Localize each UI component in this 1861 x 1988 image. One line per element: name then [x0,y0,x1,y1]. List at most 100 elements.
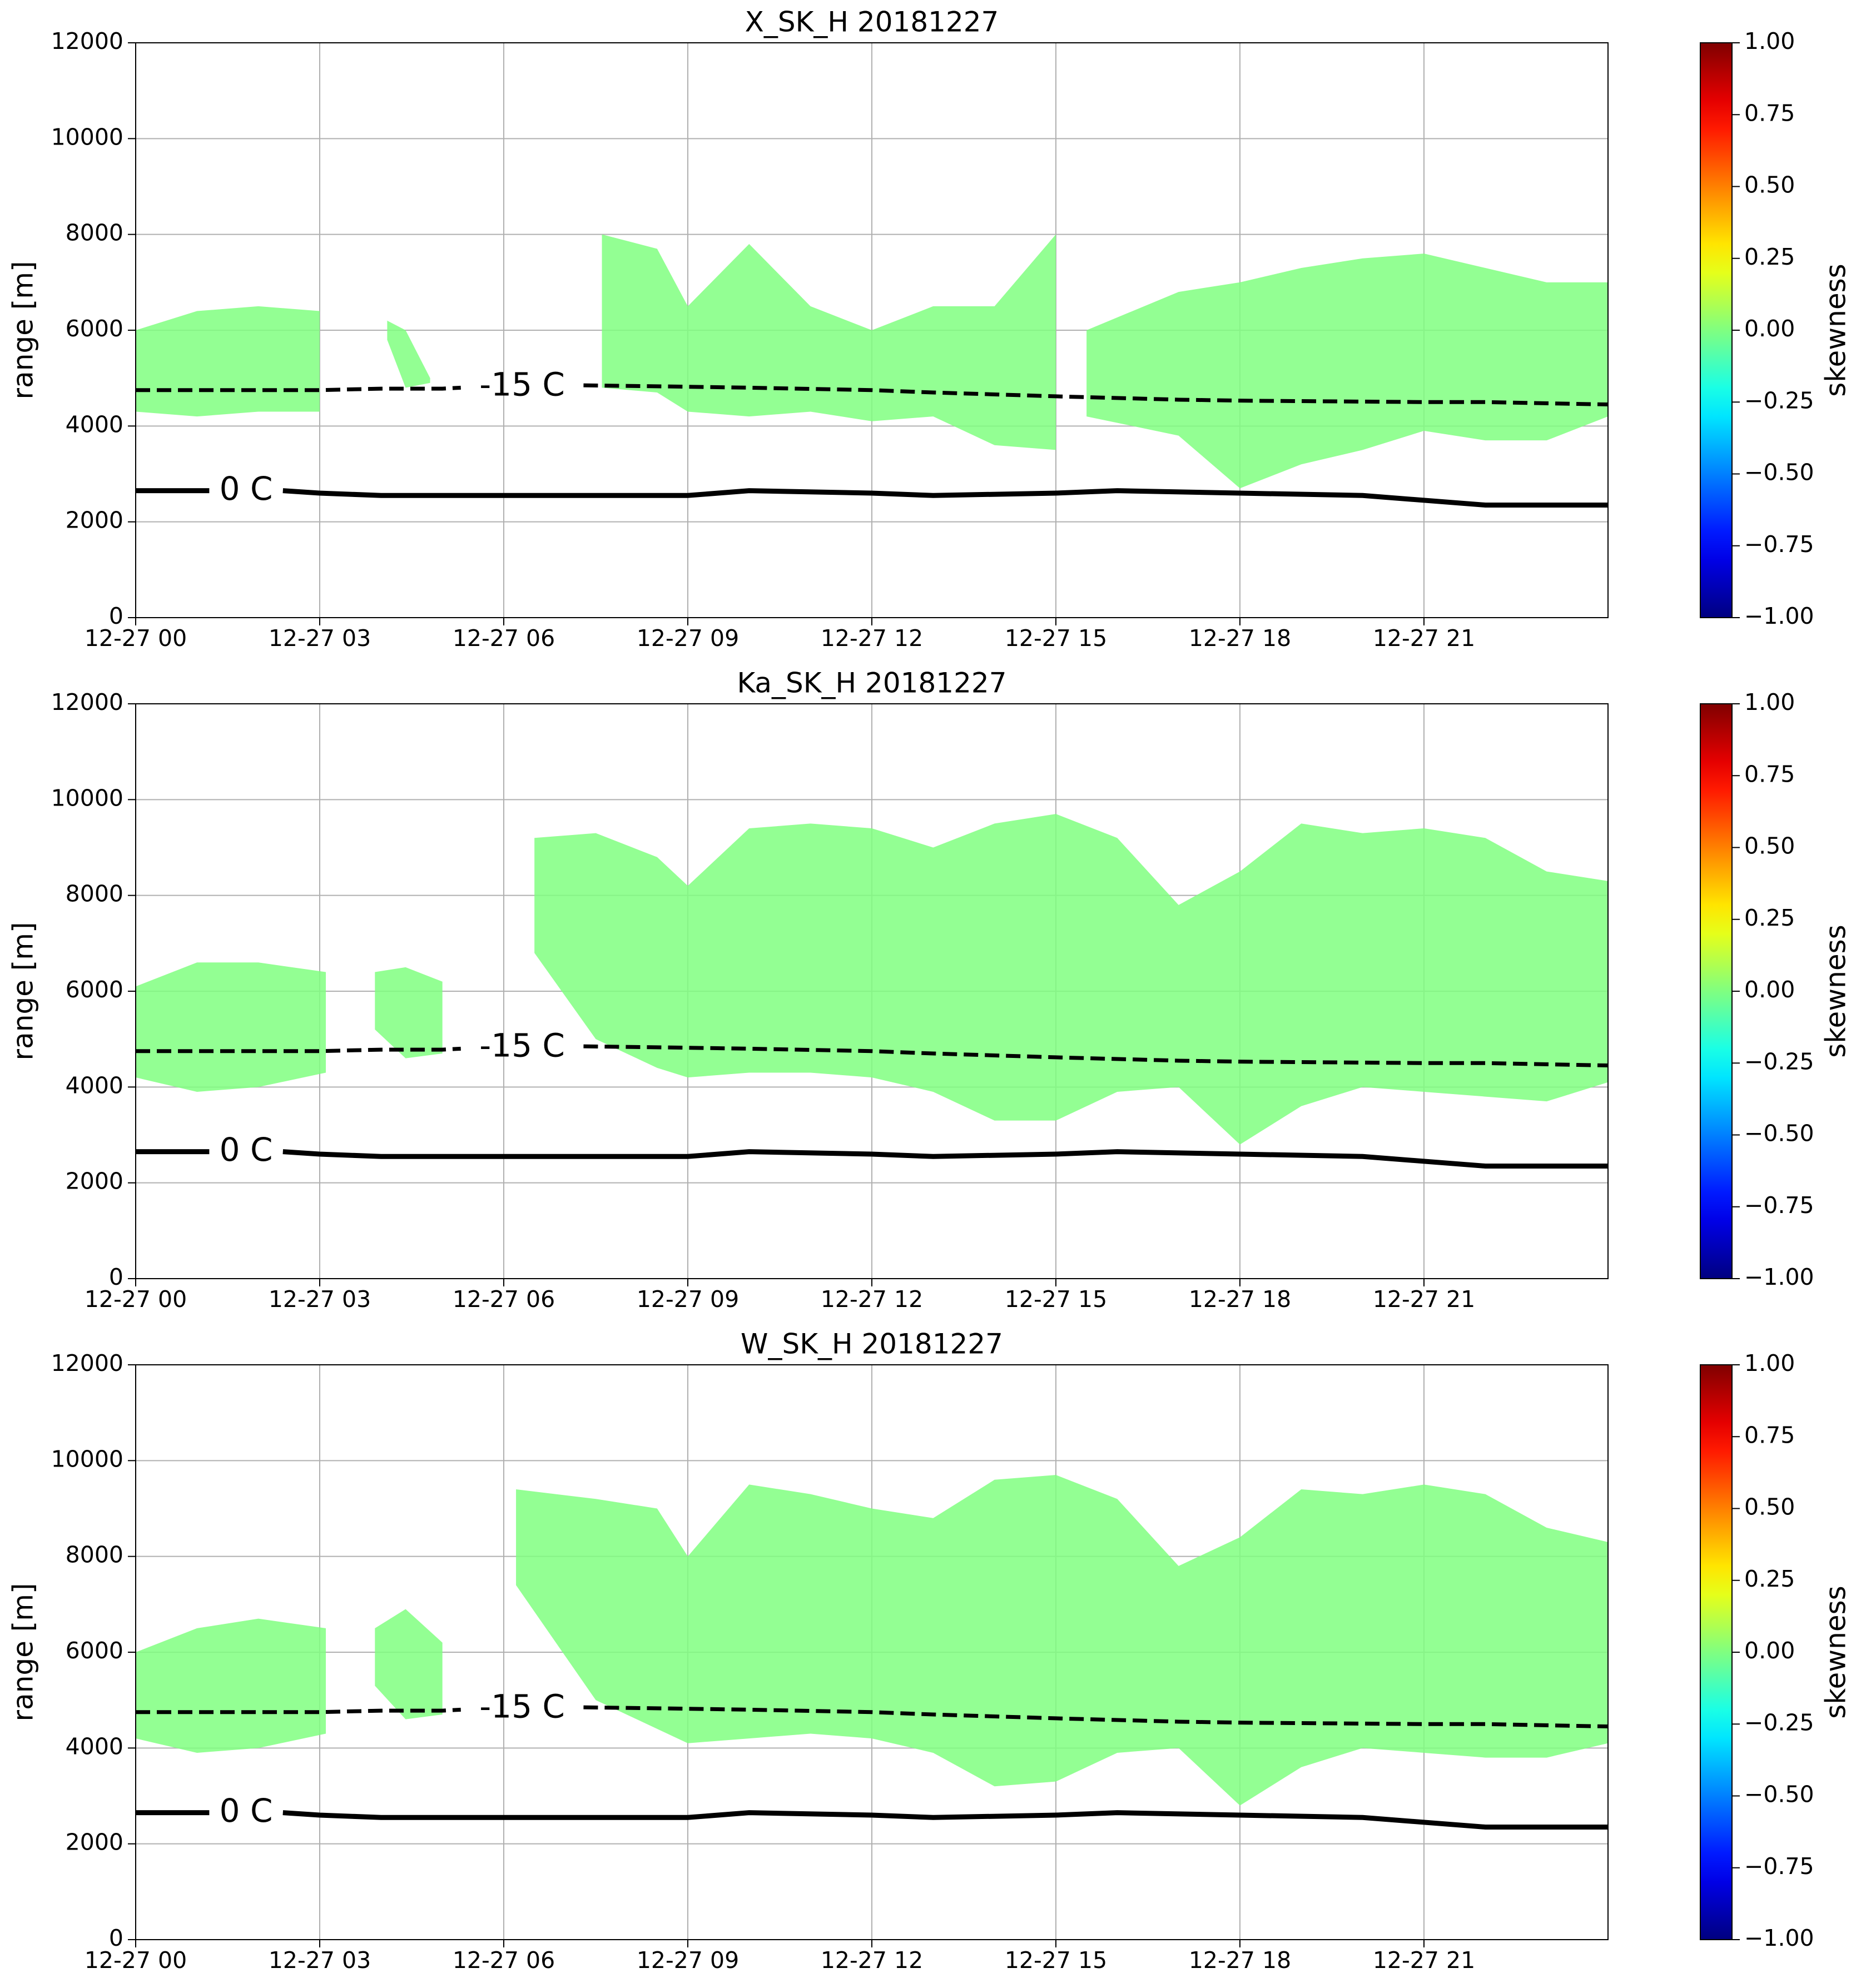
colorbar-label: skewness [1820,264,1852,396]
x-tick-label: 12-27 15 [1005,1286,1107,1313]
y-tick-label: 6000 [66,976,123,1003]
echo-area [602,234,1056,450]
y-tick-label: 10000 [51,123,123,150]
colorbar-tick-label: −1.00 [1744,603,1814,629]
colorbar-tick-label: 0.25 [1744,243,1795,270]
x-tick-label: 12-27 03 [269,1286,371,1313]
chart-title: Ka_SK_H 20181227 [737,667,1006,699]
chart-title: X_SK_H 20181227 [745,6,999,38]
colorbar-tick-label: −0.50 [1744,1120,1814,1147]
colorbar-tick-label: −0.25 [1744,1048,1814,1075]
x-tick-label: 12-27 15 [1005,625,1107,652]
colorbar-tick-label: −1.00 [1744,1925,1814,1951]
y-tick-label: 2000 [66,1829,123,1856]
y-tick-label: 8000 [66,220,123,246]
echo-area [1086,254,1608,489]
y-tick-label: 4000 [66,1733,123,1760]
echo-area [375,967,443,1058]
y-tick-label: 0 [109,1264,123,1290]
x-tick-label: 12-27 00 [85,1947,187,1974]
x-tick-label: 12-27 06 [453,1286,555,1313]
y-tick-label: 6000 [66,1637,123,1664]
x-tick-label: 12-27 18 [1189,1286,1291,1313]
echo-area [136,1618,326,1753]
colorbar-tick-label: −1.00 [1744,1264,1814,1290]
colorbar [1700,703,1733,1279]
echo-area [516,1475,1608,1806]
axes-frame [135,703,1609,1279]
echo-area [534,814,1608,1145]
echo-area [136,962,326,1092]
isotherm-line [583,383,1609,407]
colorbar-tick-label: 0.75 [1744,1422,1795,1448]
y-axis-label: range [m] [7,261,39,400]
colorbar-tick-label: −0.75 [1744,1853,1814,1880]
isotherm-line [136,1707,461,1714]
colorbar [1700,1364,1733,1940]
y-tick-label: 12000 [51,28,123,54]
colorbar-tick-label: 1.00 [1744,28,1795,54]
y-tick-label: 2000 [66,1168,123,1195]
chart-title: W_SK_H 20181227 [741,1328,1003,1360]
y-tick-label: 4000 [66,411,123,438]
x-tick-label: 12-27 12 [821,1286,923,1313]
isotherm-label: 0 C [220,1131,273,1169]
y-tick-label: 10000 [51,784,123,811]
isotherm-line [282,488,1608,508]
x-tick-label: 12-27 09 [637,1286,739,1313]
isotherm-label: 0 C [220,470,273,508]
isotherm-line [583,1705,1609,1729]
y-tick-label: 8000 [66,881,123,907]
colorbar-tick-label: 0.00 [1744,1637,1795,1664]
x-tick-label: 12-27 03 [269,625,371,652]
x-tick-label: 12-27 18 [1189,1947,1291,1974]
isotherm-label: -15 C [479,1026,565,1064]
colorbar-tick-label: 0.75 [1744,100,1795,126]
y-tick-label: 12000 [51,689,123,715]
colorbar-tick-label: 0.50 [1744,172,1795,198]
colorbar-tick-label: −0.50 [1744,459,1814,486]
colorbar-tick-label: 0.50 [1744,833,1795,859]
echo-area [136,306,320,417]
colorbar-tick-label: 1.00 [1744,689,1795,715]
y-tick-label: 12000 [51,1350,123,1376]
y-tick-label: 6000 [66,315,123,342]
isotherm-line [136,385,461,392]
isotherm-line [136,1046,461,1053]
colorbar-tick-label: 0.00 [1744,315,1795,342]
isotherm-line [282,1149,1608,1169]
isotherm-line [583,1044,1609,1068]
x-tick-label: 12-27 12 [821,625,923,652]
y-tick-label: 10000 [51,1445,123,1472]
x-tick-label: 12-27 06 [453,1947,555,1974]
x-tick-label: 12-27 06 [453,625,555,652]
x-tick-label: 12-27 03 [269,1947,371,1974]
y-tick-label: 8000 [66,1542,123,1568]
axes-frame [135,1364,1609,1940]
colorbar [1700,42,1733,618]
colorbar-label: skewness [1820,925,1852,1057]
colorbar-tick-label: −0.50 [1744,1781,1814,1808]
colorbar-tick-label: 0.25 [1744,1565,1795,1592]
colorbar-tick-label: −0.25 [1744,1709,1814,1736]
axes-frame [135,42,1609,618]
x-tick-label: 12-27 21 [1373,1947,1475,1974]
x-tick-label: 12-27 18 [1189,625,1291,652]
colorbar-tick-label: 0.75 [1744,761,1795,787]
colorbar-tick-label: 1.00 [1744,1350,1795,1376]
colorbar-tick-label: 0.00 [1744,976,1795,1003]
echo-area [387,320,430,388]
colorbar-tick-label: −0.75 [1744,1192,1814,1219]
echo-area [375,1609,443,1719]
colorbar-tick-label: 0.25 [1744,904,1795,931]
x-tick-label: 12-27 21 [1373,1286,1475,1313]
isotherm-label: -15 C [479,1687,565,1725]
colorbar-tick-label: −0.75 [1744,531,1814,558]
colorbar-label: skewness [1820,1586,1852,1718]
isotherm-label: 0 C [220,1792,273,1830]
x-tick-label: 12-27 09 [637,1947,739,1974]
x-tick-label: 12-27 15 [1005,1947,1107,1974]
colorbar-tick-label: 0.50 [1744,1494,1795,1520]
colorbar-tick-label: −0.25 [1744,387,1814,414]
